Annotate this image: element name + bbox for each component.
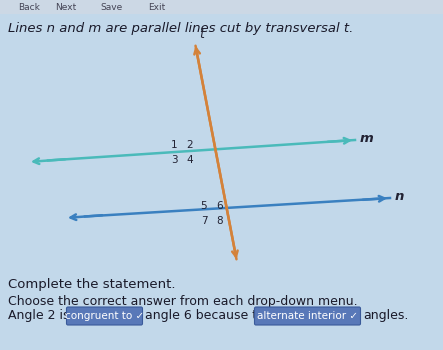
- Text: 2: 2: [187, 140, 193, 150]
- Text: Lines n and m are parallel lines cut by transversal t.: Lines n and m are parallel lines cut by …: [8, 22, 354, 35]
- Text: t: t: [199, 28, 204, 41]
- FancyBboxPatch shape: [66, 307, 143, 325]
- Text: 5: 5: [201, 201, 207, 211]
- Text: Choose the correct answer from each drop-down menu.: Choose the correct answer from each drop…: [8, 295, 358, 308]
- Text: Complete the statement.: Complete the statement.: [8, 278, 175, 291]
- Text: 1: 1: [171, 140, 177, 150]
- Text: 4: 4: [187, 155, 193, 165]
- Text: Next: Next: [55, 2, 76, 12]
- Text: m: m: [360, 133, 374, 146]
- Text: 3: 3: [171, 155, 177, 165]
- Text: n: n: [395, 190, 404, 203]
- Text: Angle 2 is: Angle 2 is: [8, 309, 70, 322]
- Text: alternate interior ✓: alternate interior ✓: [257, 311, 358, 321]
- Text: Back: Back: [18, 2, 40, 12]
- Text: angles.: angles.: [363, 309, 408, 322]
- Text: 7: 7: [201, 216, 207, 226]
- Text: Save: Save: [100, 2, 122, 12]
- Text: 8: 8: [217, 216, 223, 226]
- Bar: [0, 0, 443, 14]
- FancyBboxPatch shape: [254, 307, 361, 325]
- Text: 6: 6: [217, 201, 223, 211]
- Text: congruent to ✓: congruent to ✓: [65, 311, 144, 321]
- Text: angle 6 because they are: angle 6 because they are: [145, 309, 304, 322]
- Text: Exit: Exit: [148, 2, 165, 12]
